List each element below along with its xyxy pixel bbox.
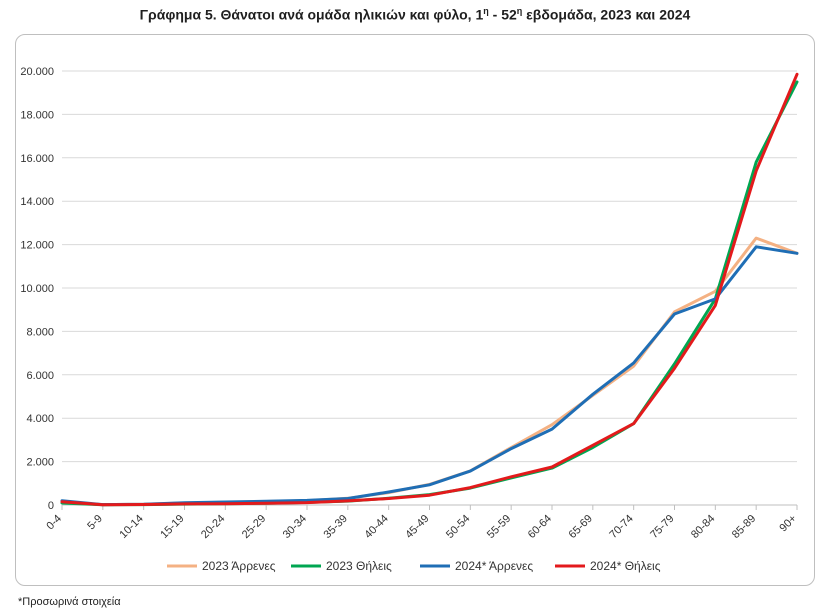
legend-label: 2024* Άρρενες	[455, 559, 533, 573]
y-tick-label: 12.000	[20, 240, 54, 252]
x-tick-label: 70-74	[607, 513, 635, 541]
series-line	[60, 245, 799, 507]
x-tick-label: 15-19	[158, 513, 186, 541]
x-axis-tick-labels: 0-4 5-9 10-14 15-19 20-24 25-29 30-34 35-39 40-4…	[44, 505, 799, 541]
x-tick-label: 65-69	[567, 513, 595, 541]
chart-title: Γράφημα 5. Θάνατοι ανά ομάδα ηλικιών και…	[139, 6, 691, 23]
x-tick-label: 55-59	[485, 513, 513, 541]
legend: 2023 Άρρενες 2023 Θήλεις 2024* Άρρενες 2024…	[167, 559, 661, 573]
legend-label: 2023 Θήλεις	[326, 559, 392, 573]
x-tick-label: 30-34	[281, 513, 309, 541]
x-tick-label: 45-49	[403, 513, 431, 541]
footnote: *Προσωρινά στοιχεία	[18, 596, 121, 608]
x-tick-label: 75-79	[648, 513, 676, 541]
x-tick-label: 5-9	[85, 513, 105, 533]
legend-label: 2023 Άρρενες	[202, 559, 276, 573]
x-tick-label: 50-54	[444, 513, 472, 541]
x-tick-label: 35-39	[322, 513, 350, 541]
y-tick-label: 14.000	[20, 196, 54, 208]
x-tick-label: 25-29	[240, 513, 268, 541]
y-axis-tick-labels: 0 2.000 4.000 6.000 8.000 10.000 12.000 14.000 1…	[20, 66, 54, 512]
y-tick-label: 0	[48, 500, 54, 512]
series-line	[60, 72, 799, 507]
series-line	[60, 236, 799, 507]
y-tick-label: 10.000	[20, 283, 54, 295]
y-tick-label: 4.000	[26, 413, 54, 425]
y-tick-label: 20.000	[20, 66, 54, 78]
y-tick-label: 8.000	[26, 326, 54, 338]
grid-lines	[62, 70, 797, 506]
x-tick-label: 80-84	[689, 513, 717, 541]
y-tick-label: 16.000	[20, 153, 54, 165]
legend-label: 2024* Θήλεις	[590, 559, 661, 573]
x-tick-label: 20-24	[199, 513, 227, 541]
series-lines	[60, 72, 799, 507]
x-tick-label: 10-14	[117, 513, 145, 541]
series-line	[60, 80, 799, 507]
y-tick-label: 2.000	[26, 457, 54, 469]
x-tick-label: 60-64	[526, 513, 554, 541]
x-tick-label: 90+	[777, 513, 799, 535]
x-tick-label: 40-44	[362, 513, 390, 541]
x-tick-label: 0-4	[44, 513, 64, 533]
y-tick-label: 6.000	[26, 370, 54, 382]
x-tick-label: 85-89	[730, 513, 758, 541]
chart-frame	[15, 34, 815, 586]
y-tick-label: 18.000	[20, 109, 54, 121]
